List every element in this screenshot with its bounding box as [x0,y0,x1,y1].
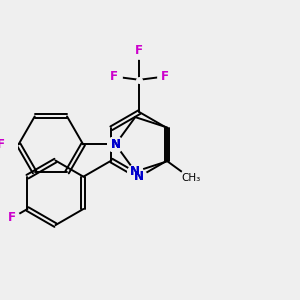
Text: F: F [8,212,16,224]
Text: F: F [110,70,118,83]
Text: N: N [130,165,140,178]
Text: CH₃: CH₃ [181,173,200,183]
Text: N: N [110,138,121,151]
Text: N: N [134,170,144,183]
Text: N: N [134,170,144,183]
Text: N: N [110,138,121,151]
Text: N: N [130,165,140,178]
Text: N: N [110,138,121,151]
Text: F: F [160,70,169,83]
Text: F: F [135,44,143,57]
Text: F: F [0,138,5,151]
